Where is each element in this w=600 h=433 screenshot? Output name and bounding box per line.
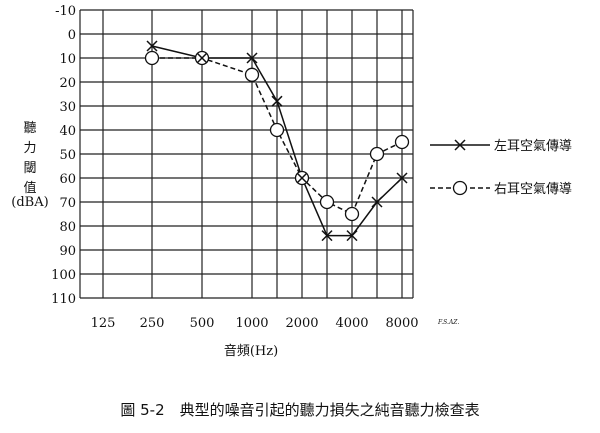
y-tick-label: 10: [59, 52, 76, 67]
x-axis-title: 音頻(Hz): [224, 343, 278, 359]
circle-marker: [244, 67, 260, 82]
corner-mark: F.S.AZ.: [437, 319, 459, 326]
y-axis-title-part: 力: [23, 141, 36, 156]
y-tick-label: 70: [59, 196, 76, 211]
x-tick-label: 2000: [285, 316, 318, 331]
circle-marker: [344, 206, 360, 222]
x-marker: [296, 172, 308, 184]
x-marker: [396, 172, 408, 184]
chart-grid: [79, 9, 414, 299]
y-tick-label: 30: [59, 100, 76, 115]
y-axis-ticks: -10 0 10 20 30 40 50 60 70 80 90 100 110: [51, 4, 76, 307]
x-marker: [146, 40, 158, 52]
legend-label: 左耳空氣傳導: [494, 139, 572, 154]
x-marker: [346, 230, 358, 242]
circle-marker: [452, 180, 468, 196]
y-axis-title-part: 值: [23, 180, 36, 196]
x-tick-label: 250: [140, 316, 165, 331]
figure-caption: 圖 5-2 典型的噪音引起的聽力損失之純音聽力檢查表: [120, 401, 479, 419]
x-marker: [196, 52, 208, 64]
circle-marker: [369, 146, 385, 162]
y-axis-title-part: 閾: [23, 161, 36, 176]
x-marker: [321, 230, 333, 242]
y-tick-label: 50: [59, 148, 76, 163]
y-axis-title-part: 聽: [23, 121, 36, 136]
y-tick-label: 90: [59, 244, 76, 259]
legend-label: 右耳空氣傳導: [494, 182, 572, 197]
x-tick-label: 500: [190, 316, 215, 331]
y-tick-label: 110: [51, 292, 76, 307]
y-tick-label: 0: [68, 28, 76, 43]
y-axis-title-part: (dBA): [11, 195, 48, 210]
x-marker: [271, 95, 283, 107]
y-tick-label: 100: [51, 268, 76, 283]
y-tick-label: 60: [59, 172, 76, 187]
circle-marker: [394, 134, 410, 150]
x-tick-label: 4000: [335, 316, 368, 331]
x-marker: [246, 52, 258, 64]
y-tick-label: 40: [59, 124, 76, 139]
y-tick-label: 80: [59, 220, 76, 235]
y-tick-label: 20: [59, 76, 76, 91]
chart-series: [144, 40, 410, 242]
circle-marker: [269, 122, 285, 138]
x-tick-label: 8000: [385, 316, 418, 331]
x-tick-label: 125: [91, 316, 116, 331]
circle-marker: [319, 194, 335, 210]
circle-marker: [144, 50, 160, 66]
x-tick-label: 1000: [235, 316, 268, 331]
y-tick-label: -10: [55, 4, 76, 19]
x-marker: [371, 196, 383, 208]
x-axis-ticks: 125 250 500 1000 2000 4000 8000: [91, 316, 419, 331]
x-marker: [454, 139, 466, 151]
